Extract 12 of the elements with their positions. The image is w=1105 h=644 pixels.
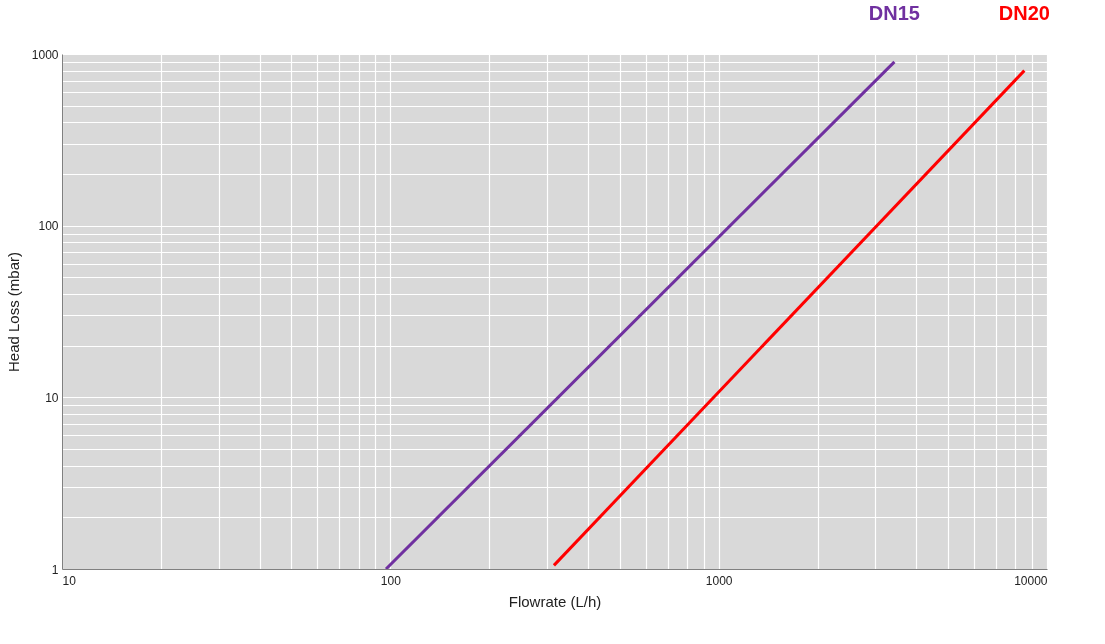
x-axis-title: Flowrate (L/h) [508, 592, 602, 610]
x-tick-label: 1000 [705, 573, 733, 588]
y-tick-label: 10 [45, 390, 59, 405]
x-tick-label: 10000 [1014, 573, 1048, 588]
text: DN20 [998, 2, 1050, 24]
x-tick-label: 100 [380, 573, 402, 588]
y-axis-title: Head Loss (mbar) [4, 251, 22, 373]
y-tick-label: 1 [51, 562, 59, 577]
y-tick-label: 1000 [31, 47, 59, 62]
y-tick-label: 100 [38, 219, 59, 234]
text: DN15 [868, 2, 920, 24]
x-tick-label: 10 [62, 573, 77, 588]
